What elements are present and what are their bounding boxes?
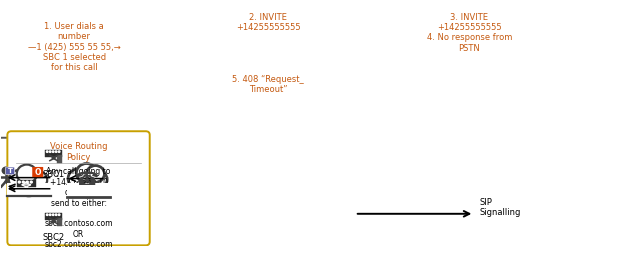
Circle shape xyxy=(74,169,103,197)
Text: SBC1: SBC1 xyxy=(42,170,65,179)
Circle shape xyxy=(87,166,105,182)
Text: T: T xyxy=(7,168,12,174)
Circle shape xyxy=(18,181,21,183)
Circle shape xyxy=(17,164,37,183)
Circle shape xyxy=(88,171,107,188)
FancyBboxPatch shape xyxy=(0,138,110,264)
FancyBboxPatch shape xyxy=(57,155,62,163)
Circle shape xyxy=(59,214,60,215)
Circle shape xyxy=(2,167,9,174)
Circle shape xyxy=(22,181,24,183)
Circle shape xyxy=(59,151,60,152)
Circle shape xyxy=(15,170,43,196)
Bar xyxy=(7,183,50,196)
Text: PSTN
Network: PSTN Network xyxy=(71,211,106,230)
Text: Any call going to
+1425<any 10
digits>
send to either:

sbc1.contoso.com
OR
sbc2: Any call going to +1425<any 10 digits> s… xyxy=(44,167,113,249)
FancyBboxPatch shape xyxy=(7,131,150,245)
FancyBboxPatch shape xyxy=(17,180,36,187)
Circle shape xyxy=(9,170,29,189)
Circle shape xyxy=(28,171,47,189)
Circle shape xyxy=(49,151,51,152)
Text: 3. INVITE
+14255555555
4. No response from
PSTN: 3. INVITE +14255555555 4. No response fr… xyxy=(427,12,512,53)
FancyBboxPatch shape xyxy=(6,167,14,175)
Circle shape xyxy=(31,181,32,183)
Circle shape xyxy=(49,214,51,215)
Text: 1. User dials a
number
—1 (425) 555 55 55,→
SBC 1 selected
for this call: 1. User dials a number —1 (425) 555 55 5… xyxy=(27,22,120,72)
FancyBboxPatch shape xyxy=(45,150,62,157)
Text: SBC2: SBC2 xyxy=(42,233,65,242)
Text: Direct
Routing: Direct Routing xyxy=(12,209,45,229)
Circle shape xyxy=(46,151,48,152)
Circle shape xyxy=(55,214,57,215)
Bar xyxy=(67,183,110,197)
Text: 2. INVITE
+14255555555: 2. INVITE +14255555555 xyxy=(236,12,300,32)
Circle shape xyxy=(46,214,48,215)
FancyBboxPatch shape xyxy=(45,213,62,220)
Text: ☎: ☎ xyxy=(74,171,98,190)
FancyBboxPatch shape xyxy=(57,218,62,225)
Text: O: O xyxy=(34,168,41,177)
Circle shape xyxy=(77,163,97,182)
Circle shape xyxy=(26,181,28,183)
Circle shape xyxy=(68,169,89,188)
Text: 5. 408 “Request_
Timeout”: 5. 408 “Request_ Timeout” xyxy=(232,75,304,94)
Circle shape xyxy=(52,151,54,152)
Text: Voice Routing
Policy: Voice Routing Policy xyxy=(50,142,107,162)
Circle shape xyxy=(52,214,54,215)
FancyBboxPatch shape xyxy=(32,167,43,177)
Text: SIP
Signalling: SIP Signalling xyxy=(479,198,521,217)
Circle shape xyxy=(55,151,57,152)
